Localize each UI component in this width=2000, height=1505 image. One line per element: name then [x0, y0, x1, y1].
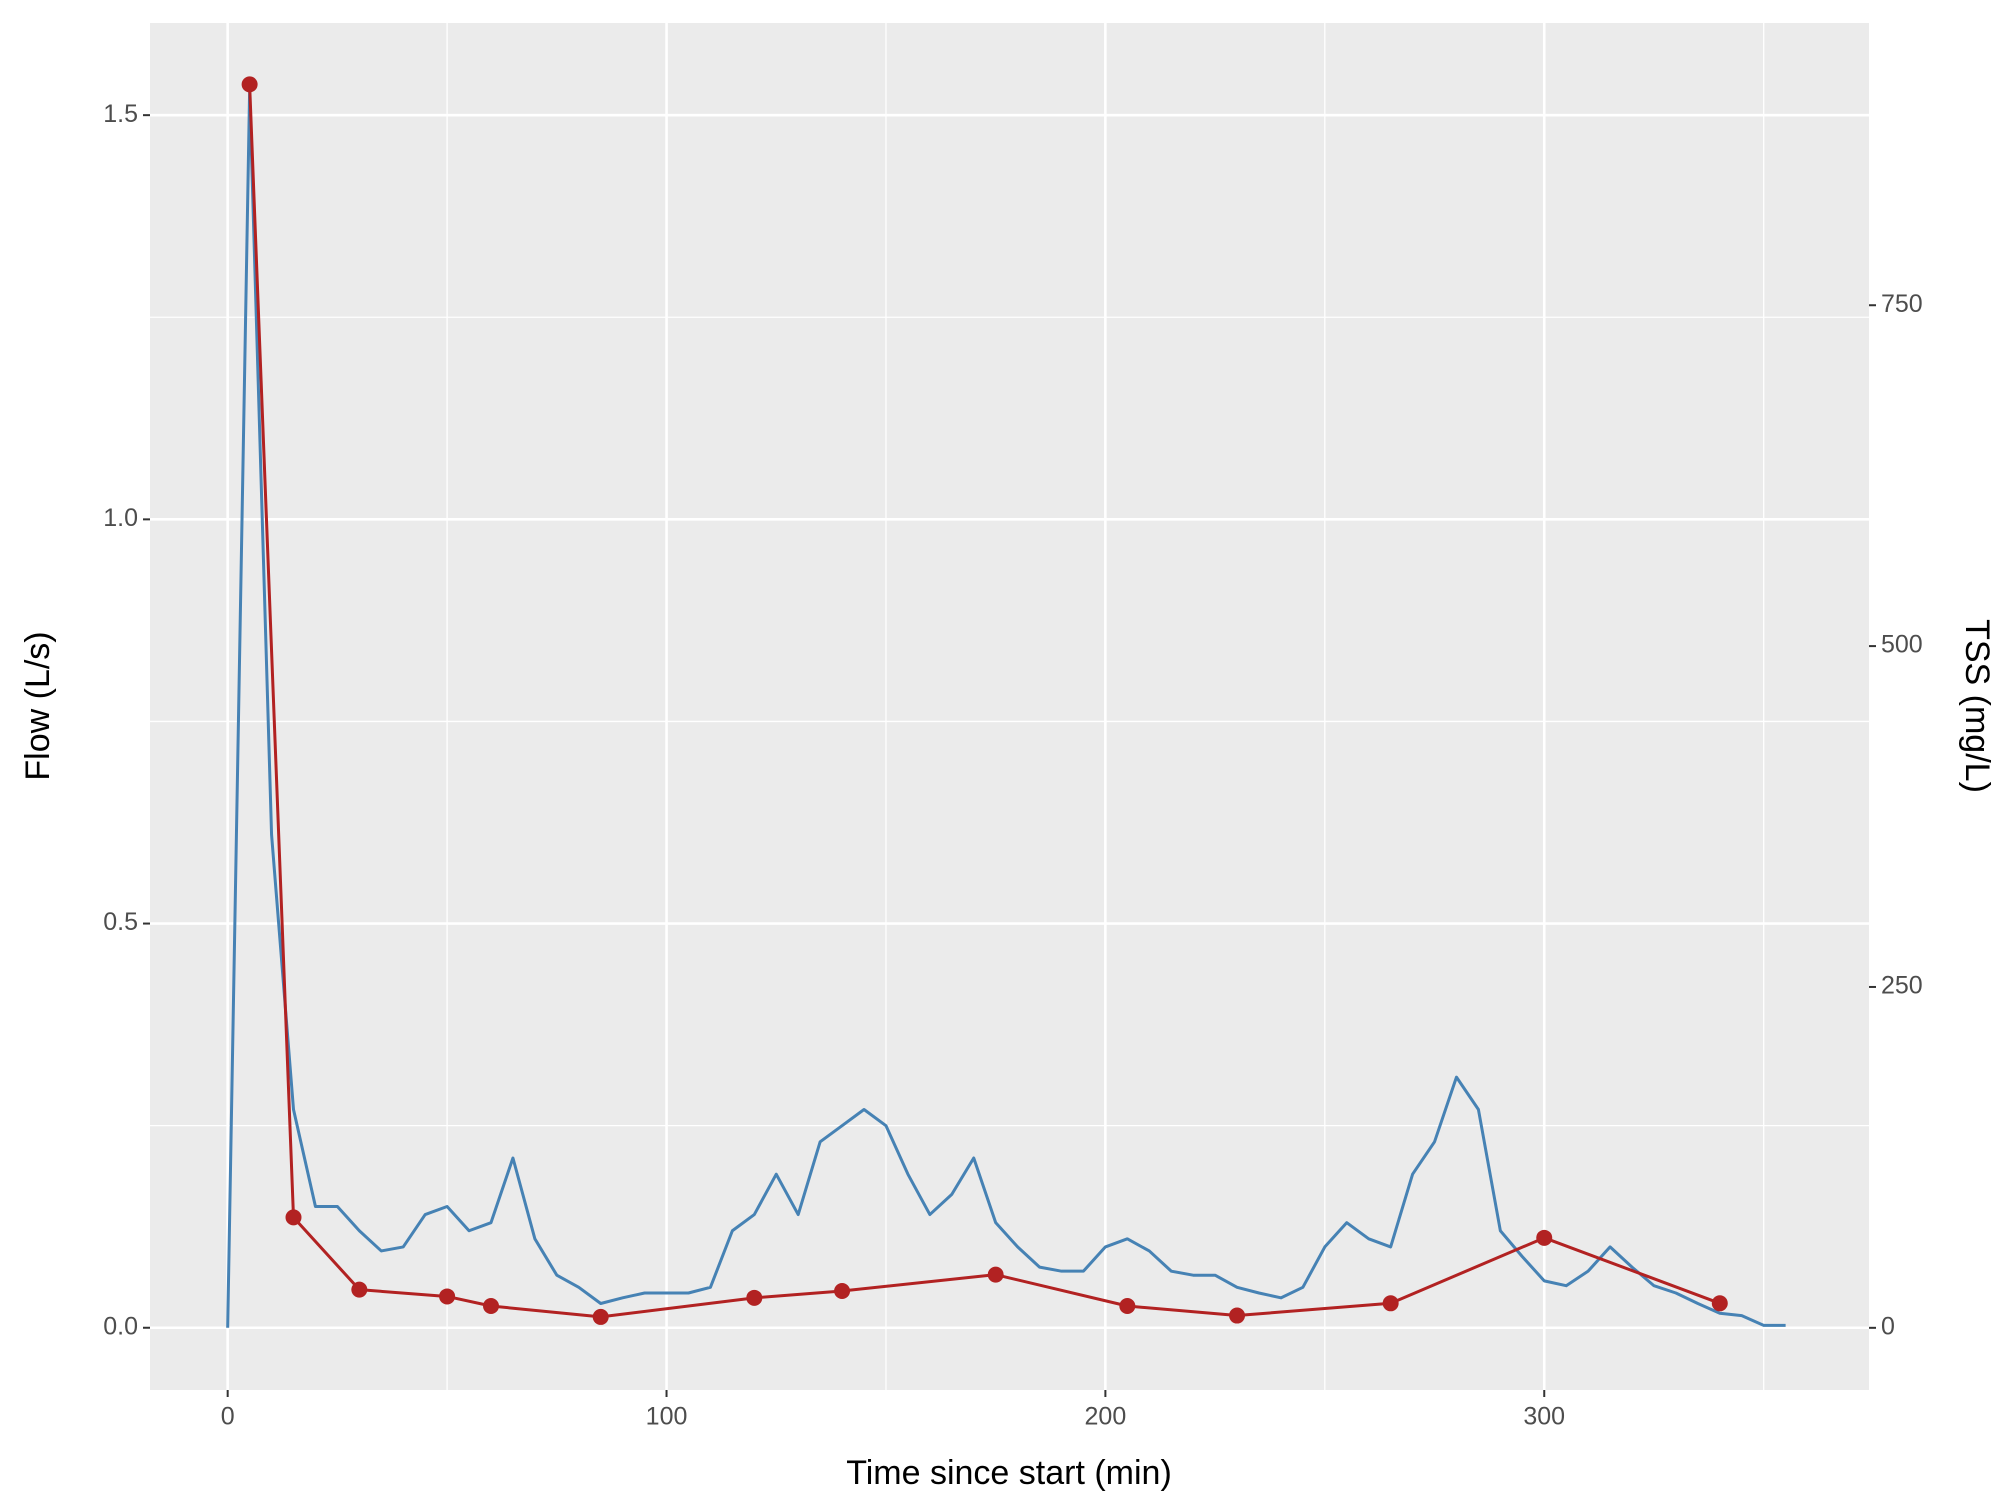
y-tick-label: 0.5: [103, 908, 138, 936]
series-line: [226, 89, 1786, 1328]
point: [834, 1283, 851, 1300]
x-tick-label: 300: [1523, 1403, 1565, 1431]
x-tick-label: 200: [1085, 1403, 1127, 1431]
point: [439, 1288, 456, 1305]
point: [1119, 1298, 1136, 1315]
point: [482, 1298, 499, 1315]
y-tick-label: 1.5: [103, 100, 138, 128]
point: [351, 1281, 368, 1298]
point: [987, 1266, 1004, 1283]
series-line: [248, 84, 1721, 1319]
y2-tick-label: 0: [1881, 1312, 1895, 1340]
y2-tick-label: 500: [1881, 631, 1923, 659]
point: [746, 1289, 763, 1306]
y2-tick-label: 250: [1881, 972, 1923, 1000]
y-tick-label: 0.0: [103, 1312, 138, 1340]
y-tick-label: 1.0: [103, 504, 138, 532]
point: [241, 76, 258, 93]
y2-axis-title: TSS (mg/L): [1958, 619, 1996, 793]
point: [285, 1209, 302, 1226]
point: [1382, 1295, 1399, 1312]
point: [1711, 1295, 1728, 1312]
y2-tick-label: 750: [1881, 290, 1923, 318]
x-tick-label: 0: [221, 1403, 235, 1431]
x-tick-label: 100: [646, 1403, 688, 1431]
point: [1536, 1229, 1553, 1246]
point: [592, 1308, 609, 1325]
x-axis-title: Time since start (min): [846, 1454, 1172, 1492]
panel: [150, 23, 1869, 1390]
point: [1229, 1307, 1246, 1324]
y-axis-title: Flow (L/s): [19, 631, 57, 780]
